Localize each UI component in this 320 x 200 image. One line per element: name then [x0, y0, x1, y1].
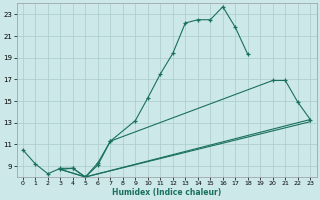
X-axis label: Humidex (Indice chaleur): Humidex (Indice chaleur) — [112, 188, 221, 197]
